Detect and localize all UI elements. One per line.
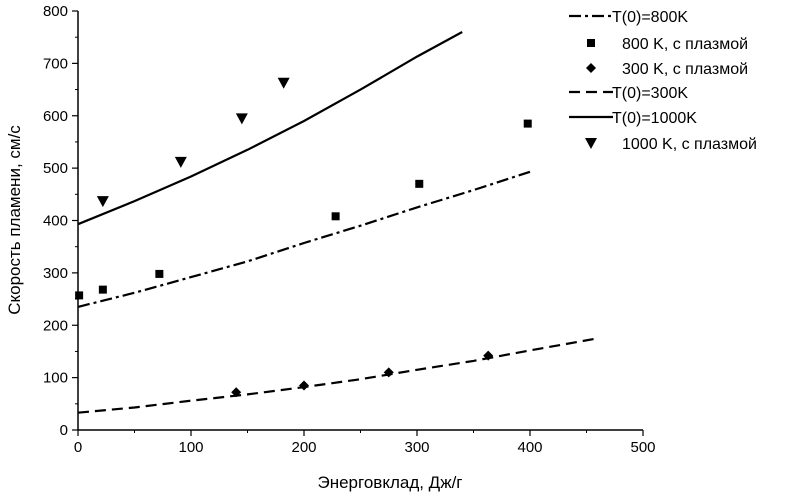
legend-label: 800 K, с плазмой: [622, 36, 748, 53]
legend-label: T(0)=800K: [612, 9, 688, 26]
x-tick-label: 500: [630, 439, 655, 456]
point-series-1-diamond: [483, 350, 494, 361]
line-t-0-800k: [77, 170, 531, 308]
line-t-0-1000k: [77, 31, 463, 226]
y-tick-label: 700: [43, 55, 68, 72]
x-tick-label: 0: [74, 439, 82, 456]
y-tick-label: 600: [43, 108, 68, 125]
legend-swatch-marker: [585, 138, 597, 149]
point-series-0-square: [75, 291, 84, 300]
legend-swatch-marker: [586, 63, 596, 73]
point-series-0-square: [523, 119, 532, 128]
legend-swatch-marker: [587, 39, 595, 47]
y-tick-label: 200: [43, 317, 68, 334]
point-series-0-square: [331, 212, 340, 221]
axes: [77, 11, 643, 431]
line-t-0-300k: [77, 337, 598, 414]
y-tick-label: 0: [60, 422, 68, 439]
point-series-1-diamond: [231, 387, 242, 398]
point-series-1-diamond: [299, 380, 309, 391]
point-series-0-square: [98, 285, 107, 294]
point-series-2-triangle-down: [96, 196, 109, 208]
y-tick-label: 500: [43, 160, 68, 177]
legend: T(0)=800K 800 K, с плазмой 300 K, с плазмо…: [569, 9, 757, 153]
series-lines: [77, 31, 598, 414]
point-series-2-triangle-down: [277, 77, 290, 89]
legend-label: 1000 K, с плазмой: [622, 136, 757, 153]
ticks: 0 100 200 300 400 500 0 100 200 300 400 500 600 700 80…: [43, 3, 656, 456]
x-tick-label: 200: [291, 439, 316, 456]
x-tick-label: 100: [178, 439, 203, 456]
y-axis-label: Скорость пламени, см/с: [5, 125, 24, 315]
point-series-2-triangle-down: [174, 156, 187, 168]
y-tick-label: 100: [43, 370, 68, 387]
x-tick-label: 400: [517, 439, 542, 456]
point-series-1-diamond: [383, 367, 394, 378]
point-series-0-square: [415, 179, 424, 188]
point-series-0-square: [155, 269, 164, 278]
legend-label: 300 K, с плазмой: [622, 61, 748, 78]
y-tick-label: 800: [43, 3, 68, 20]
y-tick-label: 400: [43, 213, 68, 230]
x-tick-label: 300: [404, 439, 429, 456]
legend-label: T(0)=300K: [612, 85, 688, 102]
x-axis-label: Энерговклад, Дж/г: [317, 473, 462, 492]
legend-label: T(0)=1000K: [612, 110, 697, 127]
y-tick-label: 300: [43, 265, 68, 282]
point-series-2-triangle-down: [235, 113, 248, 125]
series-points: [75, 77, 532, 398]
